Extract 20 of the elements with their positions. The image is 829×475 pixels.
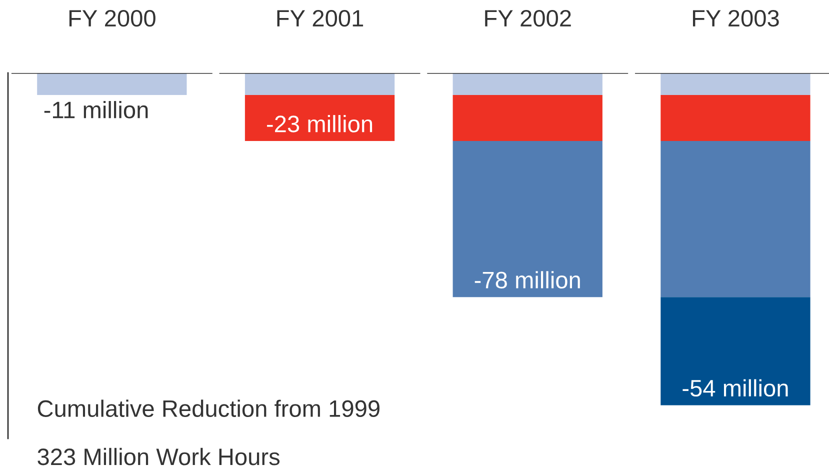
text: 323 Million Work Hours <box>38 448 280 466</box>
bar <box>660 73 810 96</box>
x-tick-label: FY 2001 <box>277 10 364 27</box>
bar <box>660 297 810 406</box>
data-label: -78 million <box>474 271 580 288</box>
bar <box>452 95 602 142</box>
x-tick-label: FY 2000 <box>69 10 156 27</box>
bar <box>244 95 395 142</box>
data-label: -11 million <box>44 101 148 118</box>
annotation: Cumulative Reduction from 1999 <box>38 400 380 418</box>
bar <box>37 73 187 96</box>
bar <box>244 73 395 96</box>
data-label: -54 million <box>682 379 788 397</box>
x-tick-label: FY 2002 <box>485 10 571 27</box>
bar <box>452 73 602 96</box>
bar <box>660 95 810 142</box>
data-label: -23 million <box>267 115 372 132</box>
bar <box>452 141 602 298</box>
bar <box>660 141 810 298</box>
x-tick-label: FY 2003 <box>692 10 779 27</box>
